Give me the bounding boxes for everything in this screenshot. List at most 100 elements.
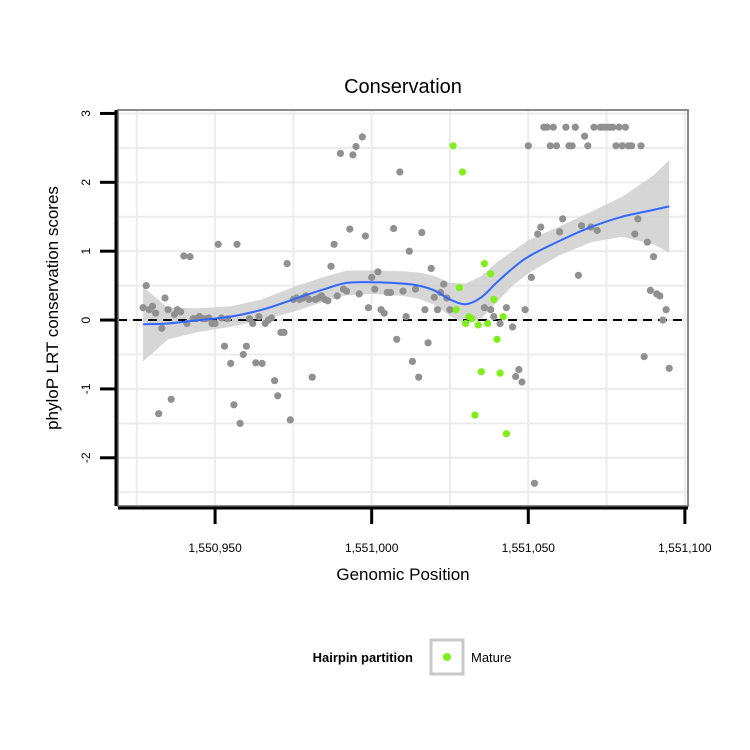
data-point: [430, 293, 438, 301]
data-point: [393, 335, 401, 343]
x-tick-label: 1,551,100: [658, 541, 712, 555]
y-tick-label: 2: [79, 179, 93, 186]
data-point: [158, 324, 166, 332]
x-axis: 1,550,950 1,551,000 1,551,050 1,551,100: [118, 506, 712, 555]
data-point: [518, 378, 526, 386]
data-point: [177, 308, 185, 316]
data-point: [521, 306, 529, 314]
data-point: [399, 287, 407, 295]
data-point: [609, 123, 617, 131]
data-point: [405, 247, 413, 255]
data-point: [556, 228, 564, 236]
x-tick-label: 1,551,050: [502, 541, 556, 555]
data-point: [374, 268, 382, 276]
panel-border: [117, 109, 689, 507]
data-point: [280, 328, 288, 336]
data-point: [515, 366, 523, 374]
data-point: [242, 342, 250, 350]
mature-point: [484, 319, 492, 328]
smooth-line-layer: [143, 205, 670, 326]
mature-point: [502, 430, 510, 438]
data-point: [255, 313, 263, 321]
data-point: [336, 149, 344, 157]
data-point: [249, 319, 257, 328]
data-point: [148, 302, 157, 310]
data-point: [571, 123, 579, 131]
data-point: [637, 142, 645, 150]
data-point: [186, 253, 194, 261]
confidence-band: [143, 160, 670, 362]
y-axis: -2 -1 0 1 2 3: [79, 110, 118, 506]
data-point: [643, 238, 651, 246]
data-point: [390, 224, 398, 233]
chart-title: Conservation: [344, 76, 462, 98]
data-point: [358, 133, 366, 141]
data-point: [549, 123, 557, 131]
data-point: [155, 410, 163, 418]
mature-point: [493, 335, 501, 343]
mature-point: [490, 295, 498, 303]
data-point: [440, 280, 448, 288]
data-point: [355, 290, 363, 298]
mature-point: [477, 368, 485, 376]
data-point: [258, 359, 266, 367]
data-point: [396, 168, 404, 176]
data-point: [559, 215, 567, 223]
data-point: [543, 123, 551, 131]
data-point: [267, 314, 276, 322]
plot-panel: [118, 110, 688, 506]
data-point: [480, 304, 488, 312]
mature-point: [455, 284, 463, 292]
y-tick-label: 0: [79, 316, 93, 323]
mature-point: [480, 260, 488, 268]
data-point: [502, 304, 510, 312]
data-point: [233, 240, 241, 248]
data-point: [271, 377, 279, 385]
data-point: [333, 292, 341, 300]
data-point: [649, 253, 658, 261]
data-point: [530, 479, 539, 487]
mature-point: [499, 313, 507, 321]
data-point: [364, 304, 373, 312]
legend: Hairpin partition Mature: [313, 638, 511, 676]
legend-label-mature: Mature: [471, 650, 511, 665]
data-point: [239, 350, 247, 359]
data-point: [612, 142, 620, 150]
data-point: [487, 306, 495, 314]
legend-mature-marker: [443, 653, 451, 661]
data-point: [628, 142, 636, 150]
data-point: [330, 240, 338, 248]
data-point: [324, 297, 332, 305]
data-point: [164, 306, 172, 314]
data-point: [446, 306, 454, 314]
loess-smooth-line: [143, 205, 670, 326]
data-point: [411, 285, 420, 293]
mature-point: [449, 142, 457, 150]
y-axis-title: phyloP LRT conservation scores: [43, 186, 62, 430]
data-point: [584, 142, 592, 150]
data-point: [368, 273, 376, 281]
data-point: [659, 316, 667, 324]
data-point: [581, 132, 589, 140]
data-point: [371, 285, 379, 293]
mature-point: [468, 315, 476, 323]
points-layer: [139, 123, 673, 487]
data-point: [618, 142, 626, 150]
data-point: [593, 226, 601, 235]
mature-point: [474, 321, 482, 329]
data-point: [230, 401, 238, 409]
data-point: [161, 294, 169, 302]
data-point: [167, 395, 175, 403]
legend-title: Hairpin partition: [313, 650, 413, 665]
data-point: [631, 230, 639, 238]
data-point: [252, 359, 260, 367]
data-point: [346, 225, 354, 233]
mature-point: [452, 306, 460, 314]
data-point: [308, 373, 316, 381]
data-point: [646, 286, 655, 294]
data-point: [574, 271, 583, 279]
data-point: [305, 295, 313, 303]
data-point: [552, 142, 561, 150]
data-point: [621, 123, 630, 131]
